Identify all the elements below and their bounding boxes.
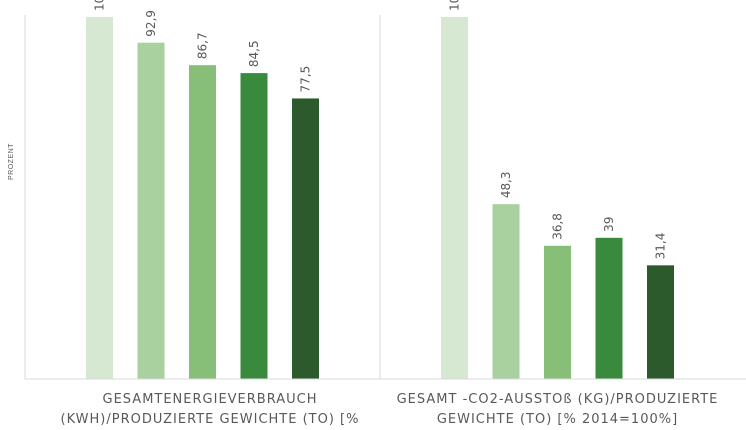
data-label: 100 [93,0,107,11]
bar [441,17,468,379]
category-label-line: GEWICHTE (TO) [% 2014=100%] [436,412,679,427]
data-label: 36,8 [551,213,565,240]
bar [595,237,623,379]
data-label: 77,5 [299,66,313,93]
category-label-line: (KWH)/PRODUZIERTE GEWICHTE (TO) [% [60,412,360,427]
data-label: 86,7 [196,32,210,59]
data-label: 31,4 [654,233,668,260]
bar [647,265,674,379]
data-label: 100 [448,0,462,11]
data-label: 92,9 [144,10,158,37]
bar [189,65,216,379]
bar [86,17,113,379]
bar [492,204,520,379]
chart: 100 92,9 86,7 84,5 77,5 100 48,3 36,8 39 31,4 PRO… [8,0,746,427]
bar [292,98,319,379]
data-label: 39 [602,217,616,232]
data-label: 84,5 [247,40,261,67]
category-label-line: GESAMT -CO2-AUSSTOß (KG)/PRODUZIERTE [396,392,719,407]
category-label-line: GESAMTENERGIEVERBRAUCH [102,392,318,407]
data-label: 48,3 [499,171,513,198]
category-label-co2: GESAMT -CO2-AUSSTOß (KG)/PRODUZIERTE GEW… [385,390,730,430]
bar [240,73,268,380]
category-label-energy: GESAMTENERGIEVERBRAUCH (KWH)/PRODUZIERTE… [40,390,380,430]
bar [544,245,571,379]
y-axis-label: PROZENT [8,143,15,180]
bar [137,42,165,380]
chart-plot: 100 92,9 86,7 84,5 77,5 100 48,3 36,8 39 31,4 [24,0,746,380]
